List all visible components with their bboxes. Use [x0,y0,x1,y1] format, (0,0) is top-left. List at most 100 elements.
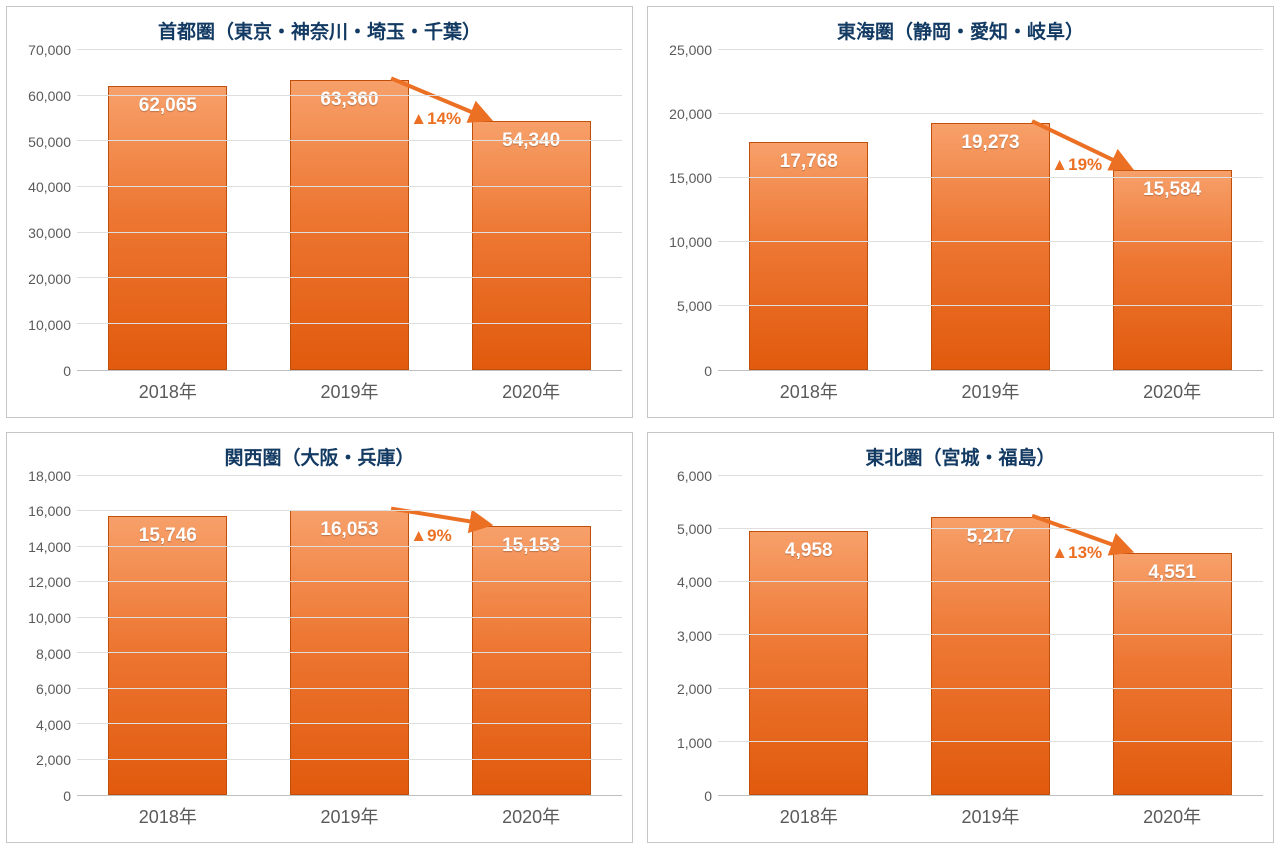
panel-title: 東海圏（静岡・愛知・岐阜） [658,13,1263,50]
gridline [77,323,622,324]
x-category-label: 2019年 [961,378,1019,404]
x-category-label: 2020年 [1143,803,1201,829]
bar: 15,153 [472,526,591,795]
y-tick-label: 10,000 [669,234,712,250]
chart-area: 02,0004,0006,0008,00010,00012,00014,0001… [17,476,622,837]
chart-area: 010,00020,00030,00040,00050,00060,00070,… [17,50,622,411]
y-tick-label: 4,000 [36,717,71,733]
bar-wrap: 15,584 [1096,50,1249,370]
bar-wrap: 19,273 [914,50,1067,370]
x-category-label: 2018年 [139,378,197,404]
bar-value-label: 15,746 [109,525,226,547]
bar-wrap: 4,958 [733,476,886,796]
y-tick-label: 0 [63,363,71,379]
y-tick-label: 15,000 [669,170,712,186]
gridline [77,475,622,476]
gridline [77,277,622,278]
y-tick-label: 18,000 [28,468,71,484]
gridline [77,232,622,233]
y-tick-label: 5,000 [677,298,712,314]
y-tick-label: 25,000 [669,42,712,58]
bar-wrap: 4,551 [1096,476,1249,796]
panel-tohoku: 東北圏（宮城・福島） 01,0002,0003,0004,0005,0006,0… [647,432,1274,844]
chart-area: 01,0002,0003,0004,0005,0006,000 4,9585,2… [658,476,1263,837]
plot: 62,06563,36054,340 ▲14% [77,50,622,371]
y-tick-label: 0 [704,363,712,379]
gridline [77,546,622,547]
chart-grid: 首都圏（東京・神奈川・埼玉・千葉） 010,00020,00030,00040,… [0,0,1280,849]
gridline [77,95,622,96]
bar-value-label: 5,217 [932,526,1049,548]
y-tick-label: 16,000 [28,503,71,519]
x-labels: 2018年2019年2020年 [718,371,1263,411]
bar: 15,746 [108,516,227,795]
gridline [77,617,622,618]
panel-tokai: 東海圏（静岡・愛知・岐阜） 0 5,000 10,000 15,000 20,000 25… [647,6,1274,418]
y-tick-label: 2,000 [677,681,712,697]
y-tick-label: 60,000 [28,88,71,104]
gridline [718,475,1263,476]
y-axis: 05,00010,00015,00020,00025,000 [658,50,718,371]
chart-area: 05,00010,00015,00020,00025,000 17,76819,… [658,50,1263,411]
gridline [718,528,1263,529]
x-labels: 2018年2019年2020年 [77,796,622,836]
bars-container: 62,065 63,360 54,340 [77,50,622,370]
bar-value-label: 62,065 [109,95,226,117]
y-axis: 02,0004,0006,0008,00010,00012,00014,0001… [17,476,77,797]
y-tick-label: 0 [63,788,71,804]
plot-row: 02,0004,0006,0008,00010,00012,00014,0001… [17,476,622,797]
bar-value-label: 15,584 [1114,179,1231,201]
bar-value-label: 4,958 [750,540,867,562]
bar-wrap: 17,768 [733,50,886,370]
y-axis: 010,00020,00030,00040,00050,00060,00070,… [17,50,77,371]
gridline [718,241,1263,242]
x-category-label: 2018年 [780,378,838,404]
panel-title: 首都圏（東京・神奈川・埼玉・千葉） [17,13,622,50]
y-tick-label: 0 [704,788,712,804]
percent-change-label: ▲9% [410,526,451,546]
bar-wrap: 15,746 [92,476,245,796]
gridline [77,723,622,724]
x-axis: 2018年2019年2020年 [658,371,1263,411]
gridline [718,177,1263,178]
y-tick-label: 10,000 [28,610,71,626]
x-category-label: 2019年 [320,378,378,404]
gridline [77,140,622,141]
gridline [77,652,622,653]
bar: 54,340 [472,121,591,369]
gridline [718,634,1263,635]
y-tick-label: 20,000 [669,106,712,122]
x-category-label: 2020年 [502,378,560,404]
gridline [718,113,1263,114]
bar-value-label: 54,340 [473,130,590,152]
bar-wrap: 54,340 [455,50,608,370]
y-tick-label: 2,000 [36,752,71,768]
plot-row: 01,0002,0003,0004,0005,0006,000 4,9585,2… [658,476,1263,797]
bar: 4,958 [749,531,868,795]
panel-title: 東北圏（宮城・福島） [658,439,1263,476]
plot: 4,958 5,217 4,551 ▲13% [718,476,1263,797]
y-tick-label: 8,000 [36,646,71,662]
plot-row: 010,00020,00030,00040,00050,00060,00070,… [17,50,622,371]
bar-value-label: 19,273 [932,132,1049,154]
y-tick-label: 50,000 [28,134,71,150]
bar-wrap: 5,217 [914,476,1067,796]
x-axis: 2018年 2019年 2020年 [17,371,622,411]
bar: 5,217 [931,517,1050,795]
x-axis: 2018年2019年2020年 [658,796,1263,836]
y-tick-label: 12,000 [28,574,71,590]
bar: 62,065 [108,86,227,369]
panel-kansai: 関西圏（大阪・兵庫） 02,0004,0006,0008,00010,00012… [6,432,633,844]
percent-change-label: ▲13% [1051,543,1102,563]
gridline [77,186,622,187]
bars-container: 17,768 19,273 15,584 [718,50,1263,370]
plot: 15,74616,05315,153 ▲9% [77,476,622,797]
y-axis: 01,0002,0003,0004,0005,0006,000 [658,476,718,797]
panel-title: 関西圏（大阪・兵庫） [17,439,622,476]
plot-row: 05,00010,00015,00020,00025,000 17,76819,… [658,50,1263,371]
bar-value-label: 63,360 [291,89,408,111]
x-category-label: 2020年 [502,803,560,829]
y-tick-label: 5,000 [677,521,712,537]
y-tick-label: 4,000 [677,574,712,590]
bar-wrap: 63,360 [273,50,426,370]
